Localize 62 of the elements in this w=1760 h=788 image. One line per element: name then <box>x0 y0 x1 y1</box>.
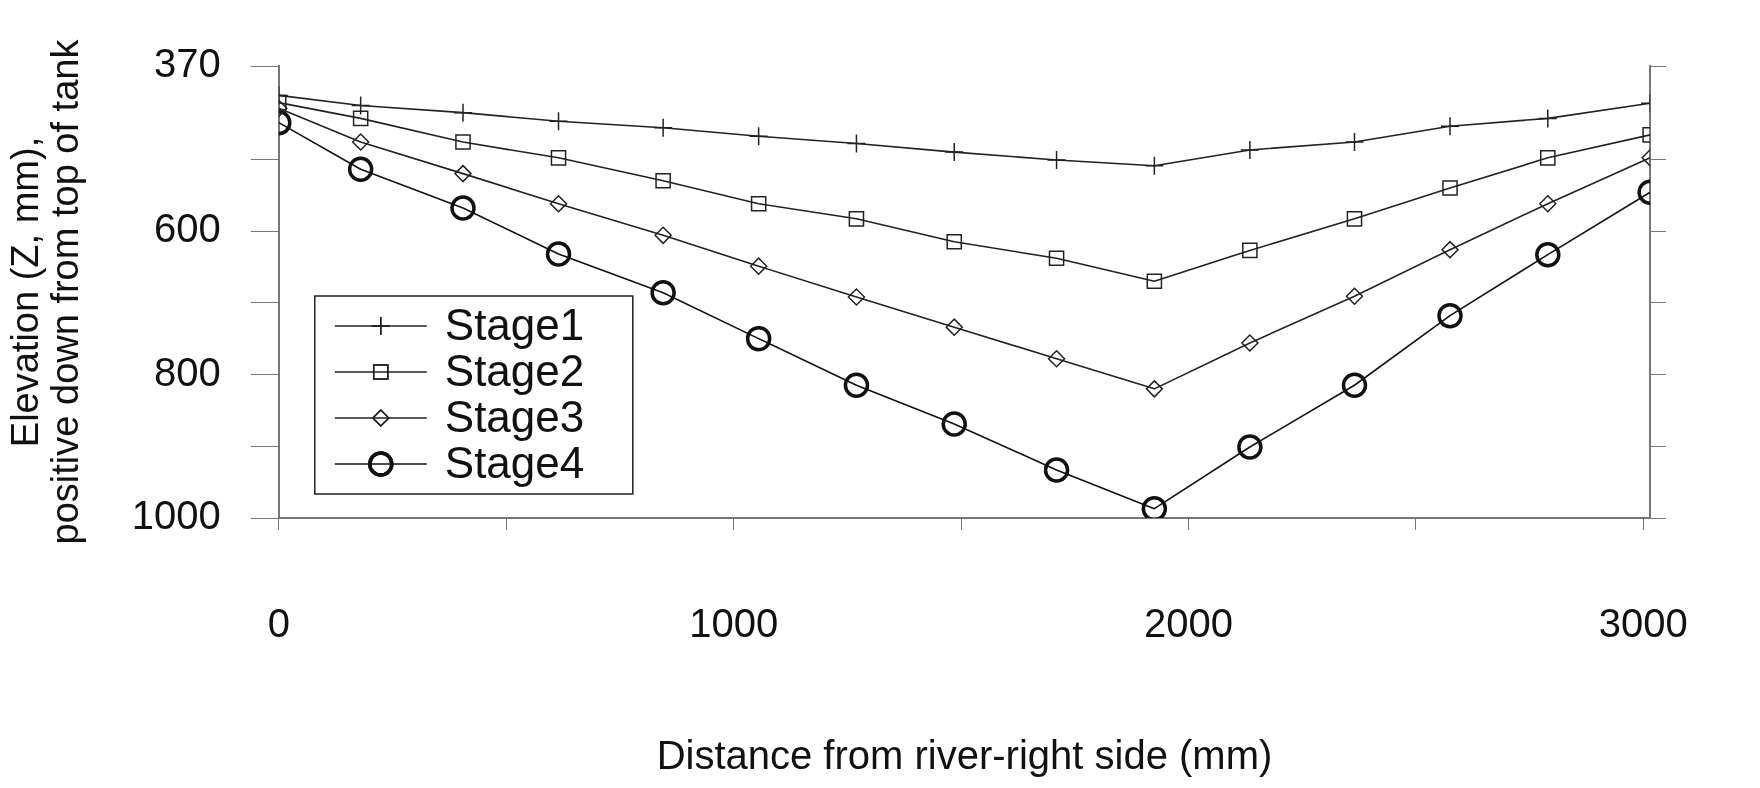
point <box>1144 155 1165 176</box>
point <box>1241 334 1259 352</box>
point <box>1240 140 1260 160</box>
point <box>945 318 963 336</box>
point <box>351 133 370 151</box>
x-tick-label: 3000 <box>1598 601 1688 646</box>
point <box>450 195 476 221</box>
point <box>347 156 374 183</box>
point <box>1539 195 1557 213</box>
point <box>1242 242 1258 259</box>
point <box>654 226 672 245</box>
point <box>1145 380 1164 398</box>
point <box>946 233 963 250</box>
point <box>1538 108 1558 129</box>
point <box>1345 287 1364 306</box>
y-tick-label: 600 <box>154 206 221 251</box>
y-tick-label: 370 <box>154 41 221 86</box>
point <box>1440 116 1460 137</box>
point <box>1043 457 1070 483</box>
point <box>454 164 472 183</box>
point <box>1346 211 1363 227</box>
point <box>650 279 676 306</box>
point <box>1047 349 1066 368</box>
point <box>549 195 568 213</box>
point <box>1441 240 1459 259</box>
point <box>1048 250 1065 267</box>
point <box>847 288 866 306</box>
point <box>748 126 769 147</box>
point <box>655 172 671 189</box>
point <box>548 111 569 131</box>
x-tick-label: 0 <box>267 601 290 646</box>
point <box>843 372 870 399</box>
point <box>944 142 964 162</box>
point <box>550 150 567 166</box>
point <box>653 117 673 138</box>
y-axis-title: Elevation (Z, mm), positive down from top of tank <box>4 38 87 545</box>
point <box>1344 132 1365 152</box>
point <box>941 411 967 437</box>
x-tick-label: 2000 <box>1143 601 1233 646</box>
legend-label: Stage1 <box>444 300 585 350</box>
point <box>453 102 473 123</box>
point <box>749 257 768 275</box>
point <box>1442 180 1458 196</box>
point <box>846 133 867 154</box>
point <box>455 134 471 150</box>
y-tick-label: 1000 <box>131 493 221 538</box>
point <box>1437 302 1463 329</box>
point <box>1146 273 1163 290</box>
point <box>745 325 772 352</box>
point <box>545 241 572 267</box>
point <box>1237 434 1263 460</box>
point <box>1535 241 1561 268</box>
point <box>750 195 767 212</box>
y-tick-label: 800 <box>154 349 221 394</box>
x-tick-label: 1000 <box>689 601 779 646</box>
x-axis-title: Distance from river-right side (mm) <box>656 733 1273 778</box>
point <box>352 110 369 127</box>
point <box>1539 150 1556 166</box>
point <box>1046 150 1067 170</box>
point <box>350 95 371 116</box>
point <box>848 211 865 227</box>
point <box>1341 372 1368 399</box>
